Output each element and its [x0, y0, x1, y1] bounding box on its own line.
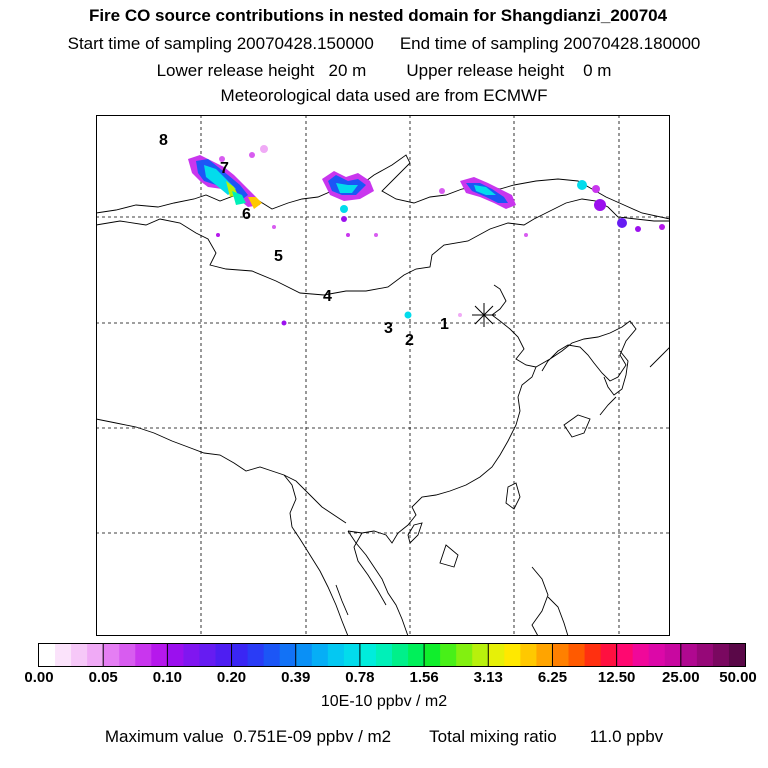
- marker-label-6: 6: [242, 206, 251, 223]
- colorbar-swatch: [440, 644, 457, 666]
- total-mixing-label: Total mixing ratio 11.0 ppbv: [429, 727, 664, 746]
- colorbar-swatch: [279, 644, 297, 666]
- colorbar-swatch: [167, 644, 184, 666]
- colorbar-swatch: [600, 644, 618, 666]
- colorbar-swatch: [263, 644, 281, 666]
- colorbar-swatch: [520, 644, 537, 666]
- colorbar-swatch: [87, 644, 104, 666]
- receptor-asterisk-icon: [472, 303, 496, 327]
- colorbar-swatch: [135, 644, 152, 666]
- marker-label-4: 4: [323, 288, 332, 305]
- colorbar-swatch: [584, 644, 601, 666]
- colorbar-swatch: [456, 644, 473, 666]
- colorbar-swatch: [151, 644, 168, 666]
- marker-label-5: 5: [274, 248, 283, 265]
- map-frame: [96, 115, 670, 636]
- colorbar-swatch: [712, 644, 730, 666]
- colorbar-swatch: [616, 644, 634, 666]
- colorbar-tick-label: 0.39: [281, 669, 311, 686]
- colorbar-units: 10E-10 ppbv / m2: [320, 693, 448, 710]
- colorbar-tick-label: 25.00: [662, 669, 700, 686]
- colorbar-swatch: [247, 644, 265, 666]
- colorbar-tick-label: 50.00: [719, 669, 757, 686]
- colorbar-swatch: [472, 644, 489, 666]
- colorbar-frame: [38, 643, 746, 667]
- map-panel: 1 2 3 4 5 6 7 8: [96, 115, 670, 636]
- met-data-label: Meteorological data used are from ECMWF: [220, 86, 548, 105]
- marker-label-7: 7: [220, 160, 229, 177]
- colorbar-tick-label: 12.50: [597, 669, 636, 686]
- upper-release-label: Upper release height 0 m: [406, 61, 612, 80]
- release-heights: Lower release height 20 m Upper release h…: [0, 61, 768, 81]
- colorbar-swatch: [632, 644, 650, 666]
- colorbar-swatch: [103, 644, 120, 666]
- colorbar-tick-label: 0.10: [152, 669, 182, 686]
- colorbar-swatch: [504, 644, 521, 666]
- colorbar-swatch: [71, 644, 88, 666]
- colorbar-swatch: [215, 644, 232, 666]
- colorbar-swatch: [648, 644, 666, 666]
- colorbar-swatch: [343, 644, 361, 666]
- colorbar: [38, 643, 746, 667]
- end-time-label: End time of sampling 20070428.180000: [399, 34, 701, 53]
- colorbar-swatch: [408, 644, 425, 666]
- colorbar-tick-label: 0.20: [216, 669, 247, 686]
- colorbar-swatch: [375, 644, 393, 666]
- colorbar-swatch: [183, 644, 200, 666]
- colorbar-swatch: [199, 644, 216, 666]
- start-time-label: Start time of sampling 20070428.150000: [67, 34, 374, 53]
- colorbar-swatch: [664, 644, 682, 666]
- marker-label-3: 3: [384, 320, 393, 337]
- colorbar-swatch: [231, 644, 248, 666]
- colorbar-swatch: [696, 644, 714, 666]
- colorbar-tick-label: 0.78: [345, 669, 375, 686]
- colorbar-swatch: [55, 644, 72, 666]
- colorbar-tick-label: 1.56: [409, 669, 439, 686]
- sampling-times: Start time of sampling 20070428.150000 En…: [0, 34, 768, 54]
- colorbar-swatch: [424, 644, 441, 666]
- colorbar-swatch: [680, 644, 698, 666]
- colorbar-swatch: [311, 644, 329, 666]
- colorbar-swatch: [39, 644, 56, 666]
- marker-label-2: 2: [405, 332, 414, 349]
- colorbar-swatch: [552, 644, 569, 666]
- plume-cells: [188, 145, 665, 326]
- coastlines-borders: [96, 154, 670, 636]
- colorbar-swatch: [119, 644, 136, 666]
- marker-label-1: 1: [440, 316, 449, 333]
- colorbar-swatch: [568, 644, 585, 666]
- colorbar-tick-label: 3.13: [473, 669, 503, 686]
- colorbar-tick-label: 0.00: [24, 669, 54, 686]
- max-value-label: Maximum value 0.751E-09 ppbv / m2: [104, 727, 392, 746]
- footer-stats: Maximum value 0.751E-09 ppbv / m2 Total m…: [0, 727, 768, 747]
- colorbar-swatch: [359, 644, 377, 666]
- map-title: Fire CO source contributions in nested d…: [88, 6, 668, 25]
- colorbar-swatch: [295, 644, 313, 666]
- lower-release-label: Lower release height 20 m: [156, 61, 367, 80]
- colorbar-swatch: [327, 644, 345, 666]
- colorbar-swatch: [392, 644, 409, 666]
- colorbar-swatch: [488, 644, 505, 666]
- colorbar-tick-label: 0.05: [88, 669, 118, 686]
- marker-label-8: 8: [159, 132, 168, 149]
- colorbar-swatch: [728, 644, 746, 666]
- colorbar-swatch: [536, 644, 553, 666]
- colorbar-tick-label: 6.25: [537, 669, 568, 686]
